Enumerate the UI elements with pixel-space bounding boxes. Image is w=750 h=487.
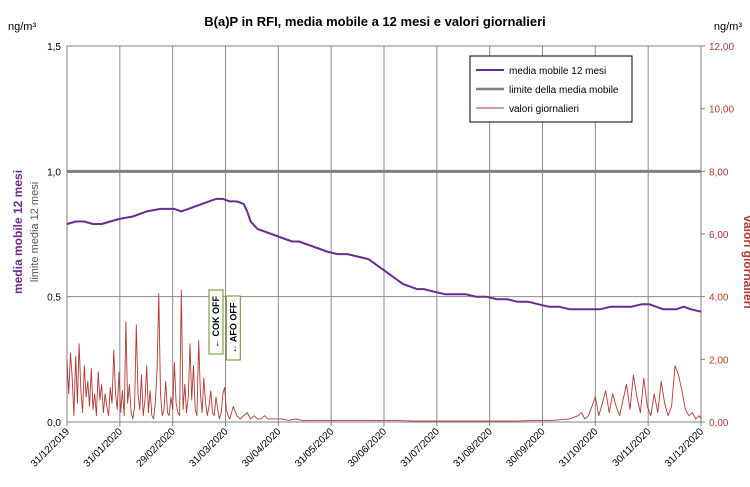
y-tick-label-left: 0,0 <box>47 418 61 429</box>
x-tick-label: 31/05/2020 <box>293 426 336 469</box>
x-tick-label: 30/09/2020 <box>504 426 547 469</box>
legend: media mobile 12 mesi limite della media … <box>469 55 633 123</box>
y-tick-label-right: 6,00 <box>709 230 729 241</box>
annotation-box <box>208 289 224 355</box>
x-tick-label: 31/12/2020 <box>663 426 706 469</box>
x-tick-label: 29/02/2020 <box>135 426 178 469</box>
x-tick-label: 31/01/2020 <box>82 426 125 469</box>
x-tick-label: 30/04/2020 <box>240 426 283 469</box>
y-tick-label-left: 1,0 <box>47 167 61 178</box>
x-tick-label: 30/11/2020 <box>611 426 654 469</box>
y-tick-label-right: 10,00 <box>709 105 734 116</box>
y-tick-label-right: 12,00 <box>709 42 734 53</box>
series-line-media-mobile <box>66 197 702 313</box>
y-tick-label-right: 0,00 <box>709 418 729 429</box>
chart-title: B(a)P in RFI, media mobile a 12 mesi e v… <box>204 14 546 29</box>
left-unit-label: ng/m³ <box>8 21 36 33</box>
x-tick-label: 31/07/2020 <box>399 426 442 469</box>
x-tick-label: 31/08/2020 <box>452 426 495 469</box>
annotation-box <box>225 295 241 361</box>
y-axis-label-left-sub: limite media 12 mesi <box>29 182 41 282</box>
right-unit-label: ng/m³ <box>714 21 742 33</box>
series-moving-average <box>66 197 702 313</box>
x-tick-label: 30/06/2020 <box>346 426 389 469</box>
annotation-label: ← COK OFF <box>211 296 221 348</box>
y-axis-label-left: media mobile 12 mesi <box>11 170 25 294</box>
x-tick-label: 31/12/2019 <box>29 426 72 469</box>
y-tick-label-left: 0,5 <box>47 293 61 304</box>
x-tick-label: 31/10/2020 <box>557 426 600 469</box>
annotation-label: ← AFO OFF <box>228 302 238 353</box>
y-axis-label-right: valori giornalieri <box>741 215 750 308</box>
legend-label-limite: limite della media mobile <box>509 85 619 96</box>
y-tick-label-right: 2,00 <box>709 355 729 366</box>
y-tick-label-right: 8,00 <box>709 167 729 178</box>
series-daily-values <box>66 289 702 422</box>
annotations: ← COK OFF ← AFO OFF <box>208 289 241 361</box>
series-line-valori-giornalieri <box>66 289 702 422</box>
legend-label-giornalieri: valori giornalieri <box>509 104 579 115</box>
y-tick-label-left: 1,5 <box>47 42 61 53</box>
legend-label-media: media mobile 12 mesi <box>509 66 606 77</box>
x-tick-label: 31/03/2020 <box>187 426 230 469</box>
y-tick-label-right: 4,00 <box>709 293 729 304</box>
